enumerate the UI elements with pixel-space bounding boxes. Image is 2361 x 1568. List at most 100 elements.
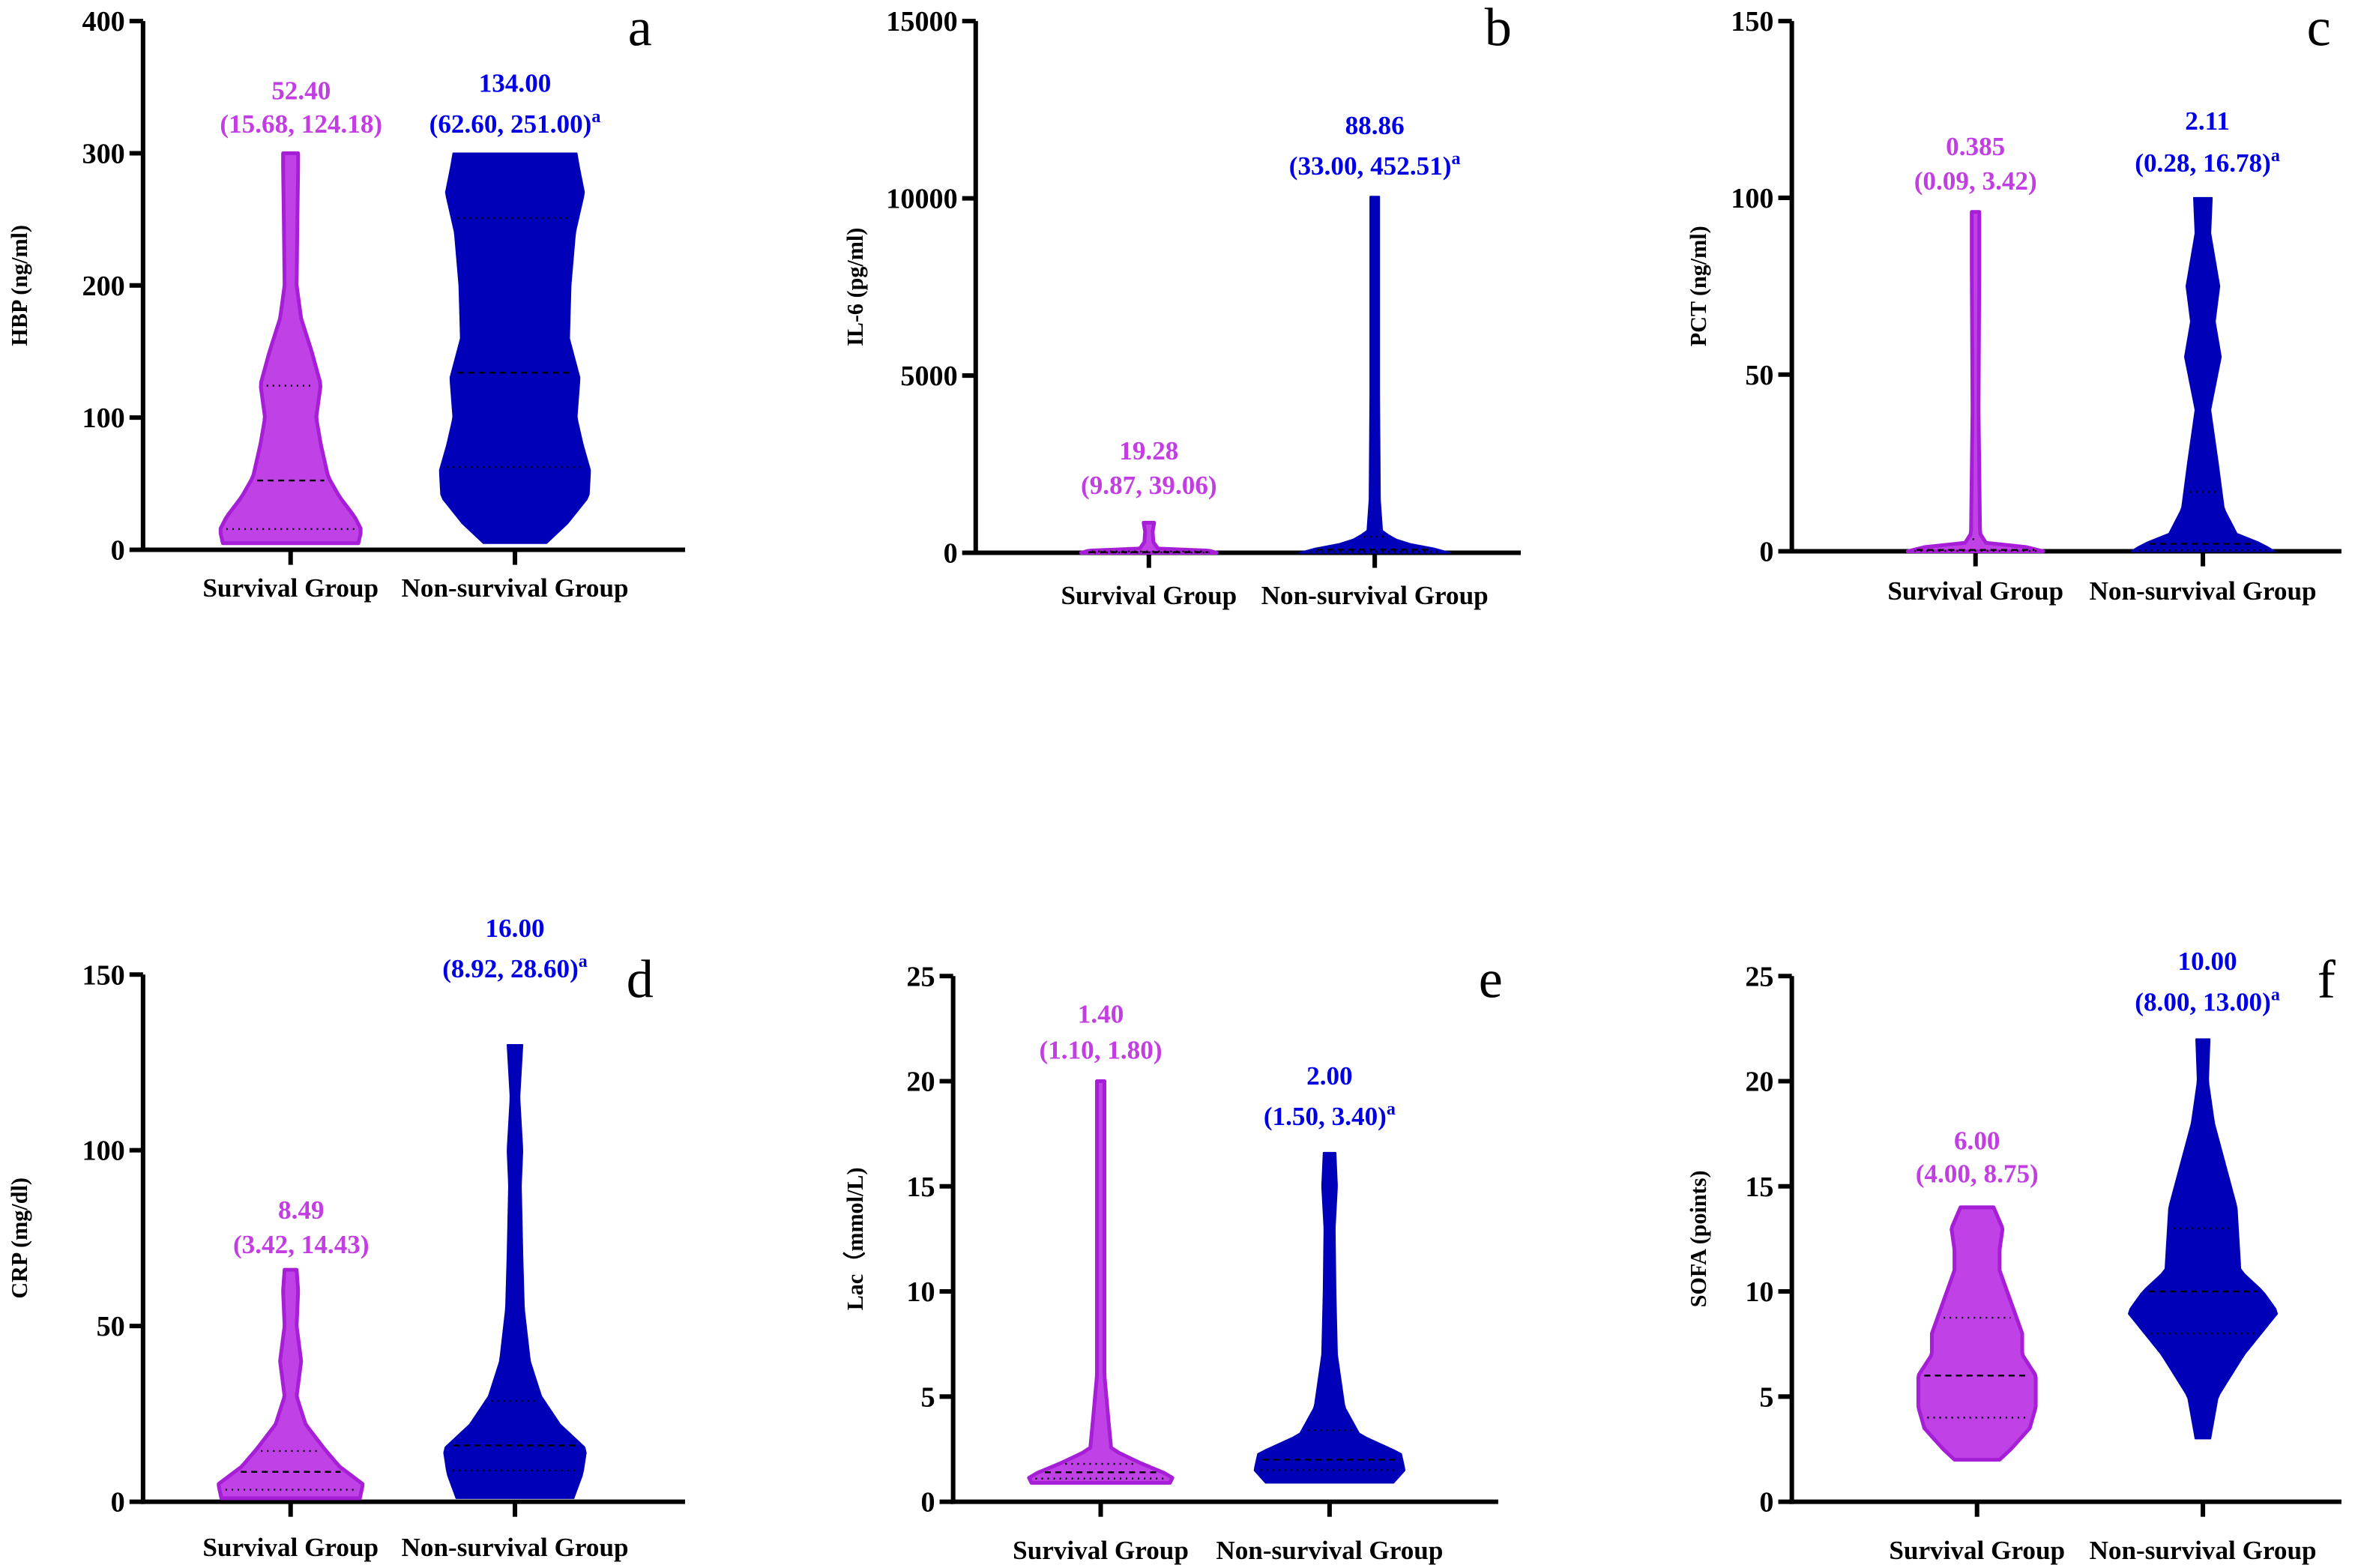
y-tick-label: 15 [906,1172,935,1203]
y-tick-label: 15000 [886,6,957,37]
annotation-median: 19.28 [1119,436,1178,465]
y-tick-label: 20 [1745,1067,1773,1098]
panel-b: 0 5000 10000 15000 IL-6 (pg/ml) b Survival Gro… [842,0,1522,610]
x-category-label: Non-survival Group [2090,1536,2317,1565]
y-tick-label: 25 [906,961,935,992]
violin-survival [1916,1205,2038,1462]
annotation-iqr-text: (8.92, 28.60) [442,954,579,983]
y-tick-label: 5 [920,1381,935,1413]
y-tick-label: 150 [1731,6,1773,37]
panel-e: 0 5 10 15 20 25 Lac（mmol/L) e Survival Group Non-… [842,949,1503,1565]
annotation-iqr-text: (8.00, 13.00) [2135,987,2271,1016]
annotation-iqr: (3.42, 14.43) [233,1230,370,1259]
significance-superscript: a [1451,149,1460,169]
panel-letter: a [628,0,652,57]
annotation-median: 10.00 [2178,947,2237,976]
annotation-iqr: (9.87, 39.06) [1081,471,1217,500]
violin-nonsurvival [443,1043,587,1499]
x-category-label: Survival Group [1889,1536,2065,1565]
annotation-median: 134.00 [479,69,552,98]
annotation-iqr-text: (1.10, 1.80) [1040,1036,1163,1065]
panel-letter: e [1479,949,1503,1009]
panel-letter: f [2318,949,2336,1009]
x-category-label: Non-survival Group [402,573,629,603]
panel-letter: c [2307,0,2331,57]
x-category-label: Survival Group [1013,1536,1189,1565]
significance-superscript: a [2271,146,2280,166]
x-category-label: Non-survival Group [402,1533,629,1562]
annotation-iqr: (0.09, 3.42) [1914,166,2037,196]
violin-nonsurvival [1298,196,1451,554]
annotation-median: 1.40 [1078,1000,1124,1029]
annotation-median: 16.00 [486,914,545,943]
annotation-iqr: (62.60, 251.00)a [429,107,601,139]
y-tick-label: 300 [82,139,125,170]
annotation-median: 6.00 [1954,1126,2000,1155]
violin-nonsurvival [1253,1151,1406,1484]
significance-superscript: a [591,107,600,127]
panel-letter: b [1485,0,1512,57]
annotation-iqr-text: (33.00, 452.51) [1289,151,1452,181]
annotation-iqr-text: (1.50, 3.40) [1264,1102,1387,1131]
y-axis-title: SOFA (points) [1686,1171,1711,1308]
annotation-median: 0.385 [1946,132,2005,161]
y-tick-label: 50 [97,1311,125,1342]
y-tick-label: 10000 [886,184,957,215]
annotation-median: 52.40 [271,76,331,106]
annotation-median: 88.86 [1345,111,1405,140]
y-tick-label: 0 [1759,537,1773,568]
panel-letter: d [627,949,654,1009]
y-axis-title: PCT (ng/ml) [1686,226,1711,346]
x-category-label: Non-survival Group [1261,581,1489,610]
y-tick-label: 15 [1745,1172,1773,1203]
y-tick-label: 5 [1759,1381,1773,1413]
panel-d: 0 50 100 150 CRP (mg/dl) d Survival Group Non-s… [7,914,686,1562]
annotation-iqr-text: (3.42, 14.43) [233,1230,370,1259]
annotation-iqr: (0.28, 16.78)a [2135,146,2280,178]
x-category-label: Non-survival Group [1216,1536,1443,1565]
y-axis-title: IL-6 (pg/ml) [842,228,868,346]
violin-nonsurvival [438,152,591,544]
violin-survival [217,1267,365,1501]
violin-survival [218,151,363,546]
annotation-iqr: (8.00, 13.00)a [2135,985,2280,1016]
annotation-iqr: (4.00, 8.75) [1916,1160,2039,1189]
x-category-label: Survival Group [202,573,379,603]
y-tick-label: 100 [1731,183,1773,214]
y-axis-title: HBP (ng/ml) [7,225,32,346]
panel-f: 0 5 10 15 20 25 SOFA (points) f Survival Group No… [1686,947,2342,1565]
significance-superscript: a [1387,1100,1396,1119]
x-category-label: Non-survival Group [2090,576,2317,606]
annotation-iqr: (1.10, 1.80) [1040,1036,1163,1065]
x-category-label: Survival Group [1061,581,1237,610]
violin-nonsurvival [2130,196,2276,552]
annotation-iqr: (8.92, 28.60)a [442,952,588,983]
y-tick-label: 100 [82,402,125,434]
annotation-median: 8.49 [278,1195,325,1225]
x-category-label: Survival Group [1887,576,2063,606]
annotation-iqr-text: (15.68, 124.18) [220,109,382,139]
y-tick-label: 400 [82,6,125,37]
violin-survival [1027,1079,1175,1485]
annotation-iqr-text: (62.60, 251.00) [429,109,592,139]
y-tick-label: 0 [944,538,958,570]
y-tick-label: 10 [906,1276,935,1308]
annotation-iqr: (15.68, 124.18) [220,109,382,139]
y-tick-label: 0 [1759,1487,1773,1519]
significance-superscript: a [579,952,588,971]
y-tick-label: 5000 [900,361,957,392]
y-tick-label: 0 [920,1487,935,1519]
violin-survival [1079,520,1219,555]
y-tick-label: 200 [82,271,125,302]
y-axis-title: Lac（mmol/L) [842,1167,868,1310]
y-tick-label: 150 [82,959,125,991]
y-axis-title: CRP (mg/dl) [7,1177,32,1299]
annotation-iqr: (33.00, 452.51)a [1289,149,1461,181]
violin-survival [1905,210,2045,554]
y-tick-label: 100 [82,1136,125,1167]
y-tick-label: 10 [1745,1276,1773,1308]
x-category-label: Survival Group [202,1533,379,1562]
annotation-iqr-text: (0.28, 16.78) [2135,148,2271,178]
y-tick-label: 25 [1745,961,1773,992]
